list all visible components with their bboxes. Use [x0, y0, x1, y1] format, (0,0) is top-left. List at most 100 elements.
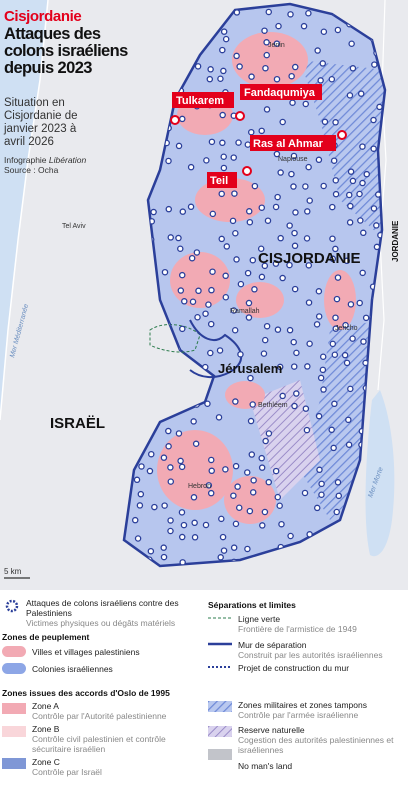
attack-marker	[216, 347, 224, 354]
attack-marker	[220, 153, 227, 161]
attack-marker	[345, 416, 352, 424]
attack-marker	[209, 210, 217, 218]
attack-marker	[195, 287, 202, 295]
attack-marker	[205, 301, 212, 308]
attack-marker	[335, 492, 343, 500]
attack-marker	[334, 274, 342, 281]
attack-marker	[373, 243, 381, 251]
attack-marker	[161, 502, 168, 509]
attack-marker	[291, 242, 299, 250]
attack-marker	[286, 261, 293, 269]
legend-label: Zone C	[32, 757, 60, 767]
place-label: Tel Aviv	[62, 223, 86, 230]
attack-marker	[291, 285, 299, 293]
legend-note: Contrôle par l'Autorité palestinienne	[32, 711, 167, 721]
attack-marker	[235, 504, 243, 512]
legend-note: Cogestion des autorités palestiniennes e…	[238, 735, 394, 755]
attack-marker	[177, 245, 184, 253]
dead-sea	[365, 390, 395, 557]
attack-marker	[343, 257, 351, 265]
region-label: ISRAËL	[50, 415, 105, 432]
attack-marker	[286, 326, 294, 334]
attack-marker	[306, 197, 313, 204]
attack-marker	[347, 385, 354, 393]
attack-marker	[219, 46, 226, 54]
attack-marker	[179, 325, 186, 333]
attack-marker	[258, 464, 266, 471]
attack-marker	[360, 229, 367, 237]
place-label: Jericho	[335, 325, 358, 332]
attack-marker	[230, 307, 238, 314]
attack-marker	[272, 260, 280, 267]
attack-marker	[331, 400, 338, 408]
attack-marker	[258, 204, 266, 211]
attack-marker	[245, 314, 253, 321]
attack-marker	[167, 527, 174, 535]
attack-marker	[237, 280, 245, 288]
attack-marker	[370, 116, 377, 124]
attack-marker	[334, 26, 342, 34]
attack-marker	[373, 222, 380, 229]
attack-marker	[274, 326, 282, 333]
attack-marker	[208, 456, 215, 464]
attack-marker	[245, 299, 253, 307]
attack-marker	[190, 494, 198, 501]
source: Source : Ocha	[4, 165, 59, 175]
attack-marker	[232, 229, 239, 237]
attack-marker	[302, 100, 310, 108]
attack-marker	[160, 454, 168, 461]
attack-marker	[278, 520, 285, 528]
attack-marker	[177, 287, 185, 294]
attack-marker	[305, 163, 312, 171]
attack-marker	[138, 463, 145, 470]
attack-marker	[222, 466, 229, 473]
attack-marker	[231, 327, 239, 334]
attack-marker	[329, 340, 337, 348]
attack-marker	[237, 351, 244, 358]
attack-marker	[321, 118, 329, 126]
attack-marker	[293, 390, 300, 397]
attack-marker	[265, 430, 273, 437]
attack-marker	[215, 414, 223, 421]
attack-marker	[345, 441, 353, 448]
attack-marker	[230, 492, 237, 499]
attack-marker	[332, 190, 340, 198]
place-highlight: Fandaqumiya	[244, 87, 316, 99]
attack-marker	[275, 22, 282, 30]
attack-marker	[292, 209, 299, 216]
attack-marker	[175, 234, 182, 242]
attack-marker	[192, 440, 200, 448]
attack-marker	[150, 208, 157, 216]
attack-marker	[274, 193, 281, 201]
attack-marker	[301, 489, 309, 497]
attack-marker	[258, 127, 265, 135]
attack-marker	[217, 554, 224, 561]
attack-marker	[304, 208, 311, 215]
attack-marker	[276, 502, 283, 510]
legend-label: Attaques de colons israéliens contre des…	[26, 598, 179, 618]
legend-note: Victimes physiques ou dégâts matériels	[26, 618, 176, 628]
region-label: CISJORDANIE	[258, 250, 361, 267]
attack-marker	[304, 363, 311, 370]
attack-marker	[305, 299, 313, 306]
attack-marker	[376, 103, 383, 111]
attack-marker	[148, 450, 155, 458]
attack-marker	[317, 77, 324, 84]
attack-marker	[291, 229, 298, 237]
attack-marker	[320, 182, 327, 190]
attack-marker	[165, 443, 172, 450]
attack-marker	[328, 75, 336, 83]
title: Attaques des colons israéliens depuis 20…	[4, 25, 128, 77]
place-label: Hebron	[188, 483, 211, 490]
attack-marker	[265, 8, 273, 16]
attack-marker	[263, 106, 271, 113]
attack-marker	[167, 478, 175, 485]
attack-marker	[247, 417, 255, 425]
attack-marker	[291, 402, 298, 410]
attack-marker	[232, 398, 239, 405]
attack-marker	[356, 190, 363, 198]
attack-marker	[334, 479, 342, 486]
attack-marker	[370, 145, 377, 152]
legend-label: Ligne verte	[238, 614, 281, 624]
attack-marker	[222, 293, 230, 301]
